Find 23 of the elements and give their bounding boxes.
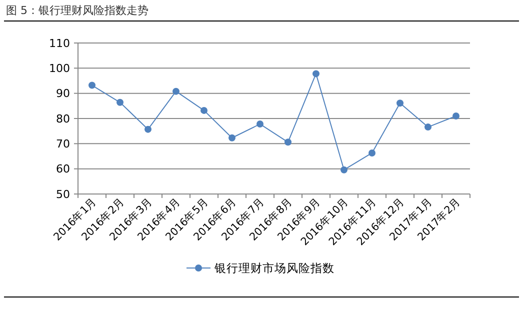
point <box>116 98 124 106</box>
chart-title: 图 5：银行理财风险指数走势 <box>6 4 148 17</box>
point <box>340 166 348 174</box>
point <box>424 124 432 131</box>
point <box>228 134 236 142</box>
point <box>312 70 320 78</box>
point <box>200 106 208 114</box>
y-tick-label: 110 <box>49 36 70 50</box>
point <box>88 82 96 89</box>
point <box>368 149 376 156</box>
point <box>284 138 292 146</box>
point <box>172 88 180 95</box>
point <box>452 112 460 120</box>
y-tick-label: 80 <box>56 112 70 126</box>
point <box>256 120 264 128</box>
y-tick-label: 100 <box>49 62 70 76</box>
y-tick-label: 70 <box>56 138 70 151</box>
legend-label: 银行理财市场风险指数 <box>214 261 334 276</box>
point <box>396 100 404 107</box>
point <box>144 126 152 133</box>
y-tick-label: 50 <box>56 188 70 201</box>
y-tick-label: 60 <box>56 162 70 176</box>
y-tick-label: 90 <box>56 87 70 100</box>
